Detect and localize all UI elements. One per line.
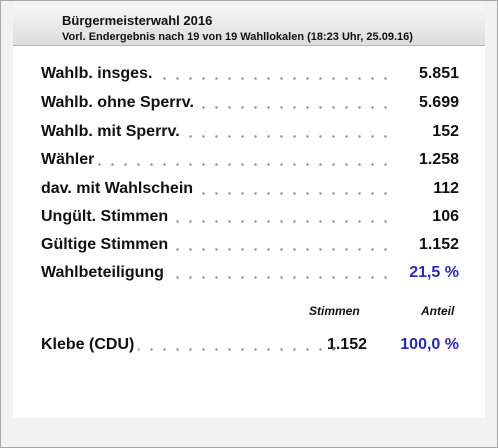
dot-leader xyxy=(41,77,389,80)
stat-row-ungueltige-stimmen: Ungült. Stimmen 106 xyxy=(13,206,485,230)
stat-row-wahlschein: dav. mit Wahlschein 112 xyxy=(13,178,485,202)
result-status-subtitle: Vorl. Endergebnis nach 19 von 19 Wahllok… xyxy=(62,31,413,43)
stat-label: Wahlbeteiligung xyxy=(41,264,168,282)
stat-label: dav. mit Wahlschein xyxy=(41,180,198,198)
stat-row-waehler: Wähler 1.258 xyxy=(13,149,485,173)
dot-leader xyxy=(41,220,389,223)
stat-value: 5.851 xyxy=(418,65,459,82)
stat-label: Wahlb. ohne Sperrv. xyxy=(41,94,198,112)
stat-label: Wähler xyxy=(41,151,99,169)
dot-leader xyxy=(41,348,335,351)
turnout-value: 21,5 % xyxy=(409,264,459,281)
results-footer xyxy=(13,418,485,447)
results-body: Wahlb. insges. 5.851 Wahlb. ohne Sperrv.… xyxy=(13,46,485,418)
stat-label: Wahlb. mit Sperrv. xyxy=(41,123,184,141)
stat-row-wahlb-mit-sperrv: Wahlb. mit Sperrv. 152 xyxy=(13,121,485,145)
dot-leader xyxy=(41,163,389,166)
candidate-votes: 1.152 xyxy=(326,336,367,353)
stat-value: 112 xyxy=(433,180,459,197)
column-header-share: Anteil xyxy=(421,304,455,318)
stat-value: 1.258 xyxy=(418,151,459,168)
candidate-name: Klebe (CDU) xyxy=(41,336,139,354)
dot-leader xyxy=(41,192,389,195)
column-header-votes: Stimmen xyxy=(309,304,360,318)
stat-value: 5.699 xyxy=(418,94,459,111)
candidate-row: Klebe (CDU) 1.152 100,0 % xyxy=(13,334,485,358)
stat-row-wahlb-ohne-sperrv: Wahlb. ohne Sperrv. 5.699 xyxy=(13,92,485,116)
stat-label: Wahlb. insges. xyxy=(41,65,157,83)
candidate-share: 100,0 % xyxy=(400,336,459,353)
stat-row-wahlb-insges: Wahlb. insges. 5.851 xyxy=(13,63,485,87)
dot-leader xyxy=(41,106,389,109)
stat-value: 106 xyxy=(432,208,459,225)
dot-leader xyxy=(41,276,389,279)
election-title: Bürgermeisterwahl 2016 xyxy=(62,13,213,28)
results-header: Bürgermeisterwahl 2016 Vorl. Endergebnis… xyxy=(13,5,485,46)
stat-label: Gültige Stimmen xyxy=(41,236,173,254)
stat-row-wahlbeteiligung: Wahlbeteiligung 21,5 % xyxy=(13,262,485,286)
stat-value: 1.152 xyxy=(418,236,459,253)
dot-leader xyxy=(41,248,389,251)
dot-leader xyxy=(41,135,389,138)
stat-row-gueltige-stimmen: Gültige Stimmen 1.152 xyxy=(13,234,485,258)
stat-value: 152 xyxy=(432,123,459,140)
stat-label: Ungült. Stimmen xyxy=(41,208,173,226)
